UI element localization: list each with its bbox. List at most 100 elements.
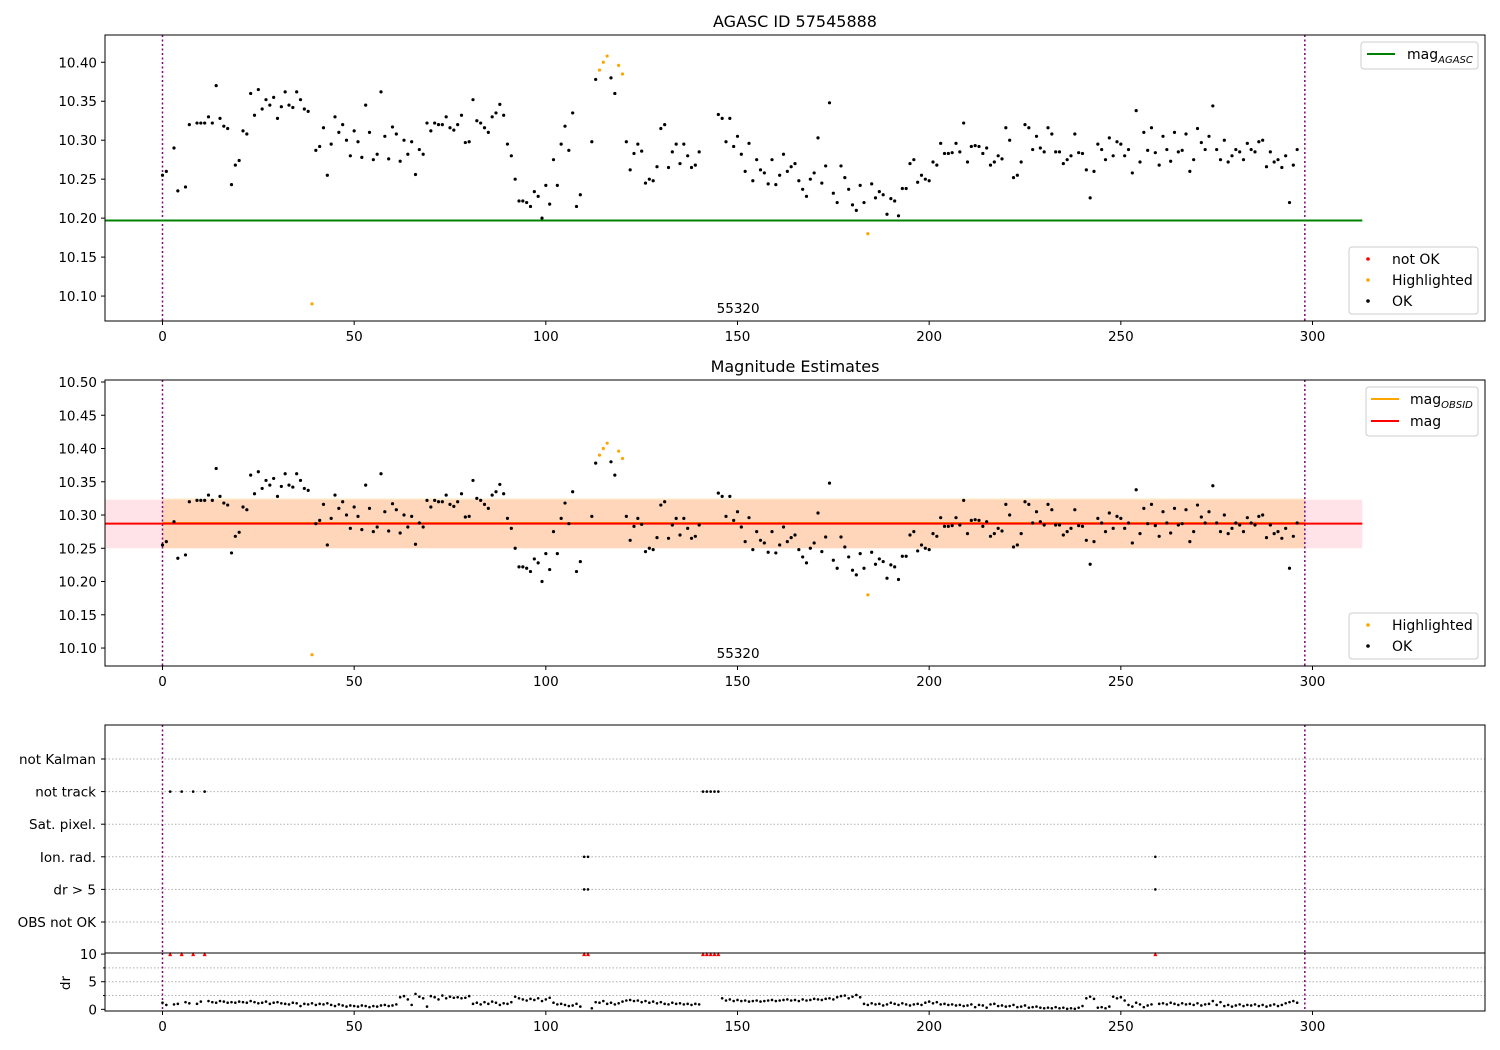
ok-point (839, 164, 843, 168)
ok-point (525, 566, 529, 570)
dr-point (1242, 1004, 1245, 1008)
ok-point (624, 514, 628, 518)
dr-point (1138, 1003, 1142, 1006)
ok-point (245, 132, 249, 136)
dr-point (950, 1003, 954, 1006)
ok-point (919, 543, 924, 547)
dr-point (283, 1002, 287, 1006)
dr-point (893, 1002, 896, 1006)
dr-point (1012, 1003, 1015, 1007)
ok-point (1046, 126, 1050, 130)
dr-point (521, 998, 525, 1001)
dr-point (510, 1000, 513, 1004)
dr-point (724, 999, 728, 1002)
dr-point (774, 999, 778, 1003)
dr-point (820, 998, 824, 1002)
dr-point (678, 1001, 682, 1005)
dr-point (866, 1003, 870, 1007)
legend-label: Highlighted (1392, 273, 1473, 289)
ok-point (532, 190, 536, 194)
ok-point (214, 84, 218, 88)
legend-label: OK (1392, 294, 1413, 310)
ok-point (659, 126, 663, 131)
dr-point (1150, 1003, 1153, 1006)
ok-point (1077, 524, 1081, 528)
dr-point (816, 998, 820, 1001)
dr-point (1173, 1002, 1176, 1006)
dr-point (935, 1000, 939, 1004)
ok-point (732, 144, 736, 149)
ok-point (1134, 108, 1138, 113)
y-tick-label: 10 (80, 947, 97, 963)
dr-point (590, 1006, 594, 1010)
ok-point (183, 185, 188, 189)
ok-point (406, 525, 410, 529)
dr-point (559, 1002, 563, 1006)
dr-point (1108, 1005, 1111, 1008)
ok-point (295, 90, 299, 94)
dr-point (828, 996, 831, 1000)
x-tick-label: 50 (346, 1019, 363, 1035)
ok-point (636, 142, 640, 146)
dr-point (870, 1001, 873, 1005)
ok-point (364, 103, 368, 107)
ok-point (509, 154, 513, 158)
ok-point (402, 513, 406, 517)
ok-point (831, 558, 835, 562)
ok-point (1261, 138, 1265, 142)
ok-point (1004, 126, 1008, 130)
ok-point (275, 116, 280, 120)
dr-point (448, 995, 452, 998)
x-tick-label: 250 (1108, 1019, 1134, 1035)
ok-point (298, 98, 303, 102)
dr-point (441, 994, 444, 997)
ok-point (1188, 540, 1192, 544)
ok-point (494, 490, 498, 494)
ok-point (850, 568, 855, 572)
ok-point (743, 169, 747, 173)
dr-point (981, 1004, 985, 1007)
ok-point (318, 144, 322, 149)
highlighted-point (310, 302, 314, 306)
ok-point (425, 498, 429, 502)
ok-point (291, 105, 295, 110)
ok-point (318, 518, 322, 522)
dr-point (579, 1005, 582, 1008)
ok-point (502, 492, 506, 496)
dr-point (732, 999, 735, 1003)
dr-point (471, 1002, 475, 1006)
highlighted-point (617, 449, 621, 453)
dr-point (617, 1001, 620, 1005)
ok-point (1015, 173, 1019, 177)
ok-point (697, 150, 701, 154)
dr-point (636, 999, 640, 1002)
dr-clipped-marker (704, 951, 709, 957)
ok-point (1234, 147, 1238, 152)
dr-point (483, 1000, 486, 1004)
dr-point (479, 1003, 482, 1006)
dr-point (395, 1003, 398, 1006)
ok-point (946, 524, 950, 528)
dr-point (230, 1000, 233, 1004)
dr-point (770, 998, 774, 1002)
ok-point (873, 196, 878, 200)
ok-point (981, 151, 985, 156)
ok-point (341, 500, 345, 504)
ok-point (452, 128, 456, 132)
ok-point (1161, 134, 1165, 138)
ok-point (1284, 526, 1288, 530)
flag-point (701, 790, 705, 793)
dr-point (740, 999, 743, 1003)
ok-point (1230, 526, 1234, 530)
ok-point (1119, 516, 1123, 520)
ok-point (1111, 526, 1115, 530)
ok-point (1180, 522, 1184, 526)
ok-point (1000, 157, 1004, 161)
ok-point (559, 142, 563, 146)
ok-point (1088, 562, 1092, 566)
ok-point (739, 152, 743, 156)
dr-point (567, 1004, 571, 1008)
ok-point (513, 546, 517, 550)
x-tick-label: 0 (158, 674, 167, 690)
dr-point (349, 1004, 352, 1007)
